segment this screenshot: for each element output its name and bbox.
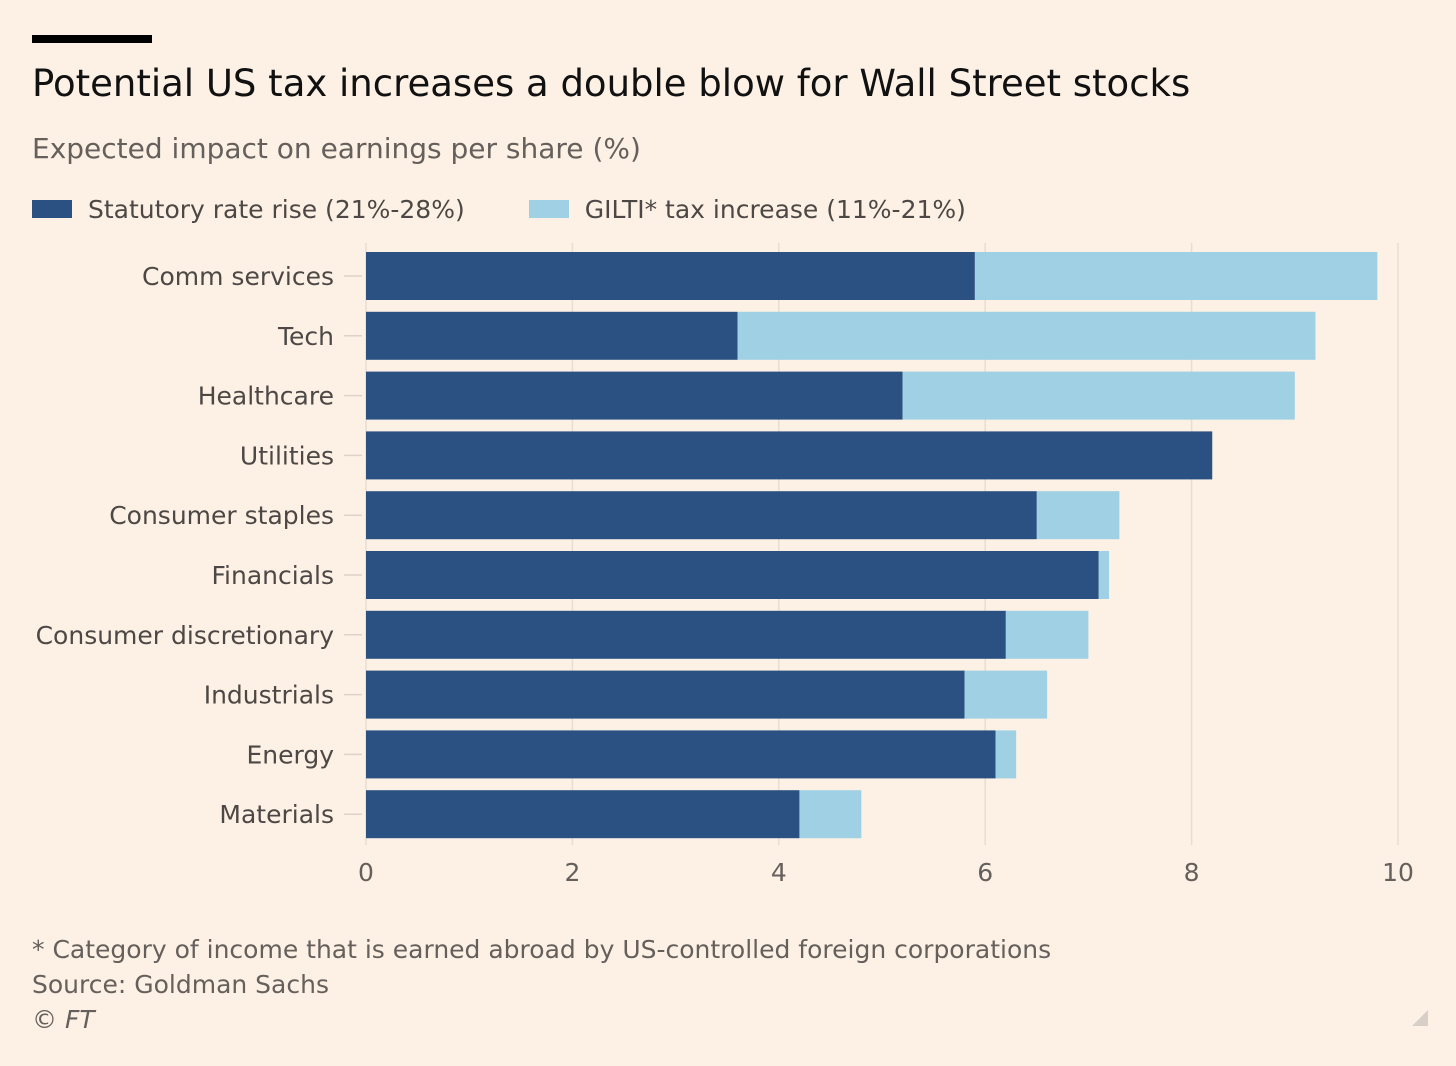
x-tick-label: 4 xyxy=(771,858,787,887)
bar-statutory xyxy=(366,252,975,300)
bar-statutory xyxy=(366,371,903,420)
bar-gilti xyxy=(1005,610,1089,659)
bar-gilti xyxy=(974,252,1378,300)
source-note: Source: Goldman Sachs xyxy=(32,970,329,999)
y-tick-marks xyxy=(344,275,362,815)
legend-item-statutory: Statutory rate rise (21%-28%) xyxy=(32,195,465,224)
y-category-label: Energy xyxy=(246,740,334,769)
x-tick-label: 0 xyxy=(358,858,374,887)
bar-statutory xyxy=(366,790,800,839)
bar-statutory xyxy=(366,311,738,360)
bar-gilti xyxy=(1036,491,1120,540)
bar-statutory xyxy=(366,491,1037,540)
stacked-bar-chart: Comm services Tech Healthcare Utilities Cons… xyxy=(36,243,1414,887)
legend-label-gilti: GILTI* tax increase (11%-21%) xyxy=(584,194,966,224)
x-axis-labels: 0 2 4 6 8 10 xyxy=(358,858,1414,887)
legend-swatch-gilti xyxy=(528,200,569,218)
y-category-label: Utilities xyxy=(240,441,334,470)
y-category-label: Industrials xyxy=(204,681,334,710)
y-category-label: Consumer staples xyxy=(109,501,334,530)
bar-statutory xyxy=(366,431,1213,480)
legend-swatch-statutory xyxy=(32,200,72,218)
x-tick-label: 6 xyxy=(977,858,993,887)
bar-gilti xyxy=(995,730,1017,779)
bar-gilti xyxy=(964,670,1048,719)
y-category-label: Comm services xyxy=(142,262,334,291)
x-tick-label: 2 xyxy=(564,858,580,887)
legend-item-gilti: GILTI* tax increase (11%-21%) xyxy=(528,194,966,224)
chart-subtitle: Expected impact on earnings per share (%… xyxy=(32,132,641,165)
x-tick-label: 8 xyxy=(1184,858,1200,887)
y-category-label: Materials xyxy=(219,800,334,829)
copyright-note: © FT xyxy=(32,1005,95,1034)
footnote-gilti: * Category of income that is earned abro… xyxy=(32,935,1052,964)
bar-gilti xyxy=(1098,551,1110,599)
bar-gilti xyxy=(737,311,1316,360)
legend: Statutory rate rise (21%-28%) GILTI* tax… xyxy=(32,190,966,228)
bar-gilti xyxy=(799,790,862,839)
bars xyxy=(366,252,1378,839)
bar-statutory xyxy=(366,730,996,779)
resize-corner-icon xyxy=(1412,1010,1428,1026)
bar-gilti xyxy=(902,371,1295,420)
y-category-label: Tech xyxy=(277,322,334,351)
chart-title: Potential US tax increases a double blow… xyxy=(32,62,1191,105)
y-category-label: Consumer discretionary xyxy=(36,621,335,650)
legend-label-statutory: Statutory rate rise (21%-28%) xyxy=(88,194,465,224)
y-category-label: Healthcare xyxy=(198,382,334,411)
bar-statutory xyxy=(366,670,965,719)
footnotes: * Category of income that is earned abro… xyxy=(32,932,1051,1037)
bar-statutory xyxy=(366,551,1099,599)
y-axis-labels: Comm services Tech Healthcare Utilities Cons… xyxy=(36,262,335,829)
y-category-label: Financials xyxy=(212,561,335,590)
x-tick-label: 10 xyxy=(1382,858,1414,887)
top-rule xyxy=(32,35,152,43)
bar-statutory xyxy=(366,610,1006,659)
